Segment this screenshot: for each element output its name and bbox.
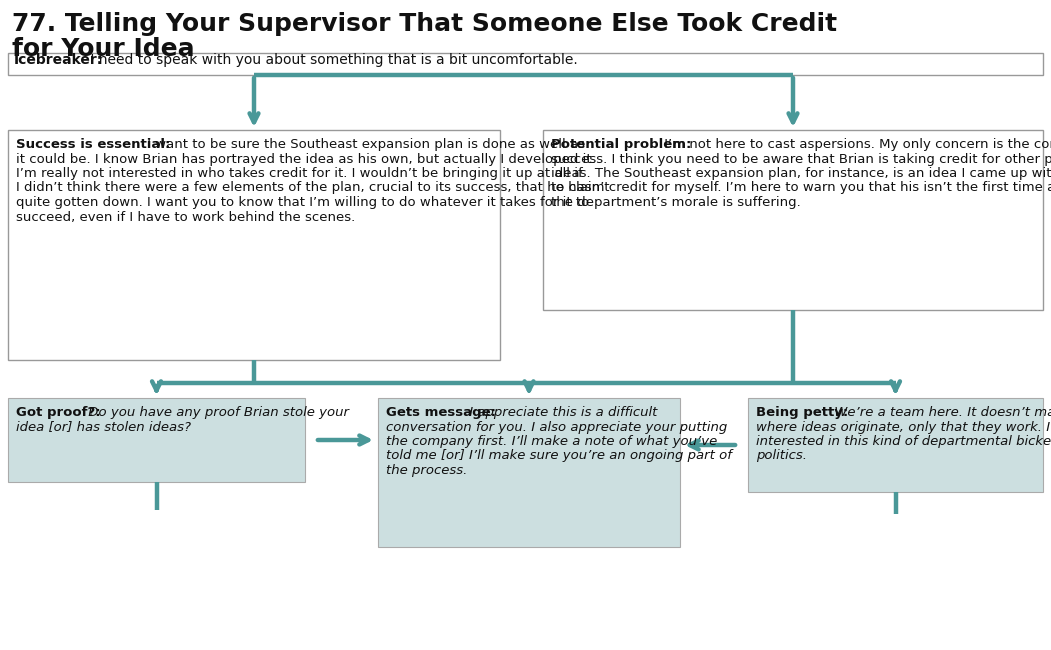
Text: the process.: the process. xyxy=(386,464,468,477)
Text: Gets message:: Gets message: xyxy=(386,406,496,419)
Text: I need to speak with you about something that is a bit uncomfortable.: I need to speak with you about something… xyxy=(86,53,578,67)
Bar xyxy=(378,398,680,547)
Text: the department’s morale is suffering.: the department’s morale is suffering. xyxy=(551,196,801,209)
Text: I appreciate this is a difficult: I appreciate this is a difficult xyxy=(466,406,658,419)
Text: it could be. I know Brian has portrayed the idea as his own, but actually I deve: it could be. I know Brian has portrayed … xyxy=(16,153,596,166)
Text: told me [or] I’ll make sure you’re an ongoing part of: told me [or] I’ll make sure you’re an on… xyxy=(386,450,731,463)
Text: I’m really not interested in who takes credit for it. I wouldn’t be bringing it : I’m really not interested in who takes c… xyxy=(16,167,582,180)
Text: Got proof?:: Got proof?: xyxy=(16,406,101,419)
Text: Success is essential:: Success is essential: xyxy=(16,138,170,151)
Text: conversation for you. I also appreciate your putting: conversation for you. I also appreciate … xyxy=(386,421,727,434)
Text: where ideas originate, only that they work. I’m not: where ideas originate, only that they wo… xyxy=(756,421,1051,434)
Text: succeed, even if I have to work behind the scenes.: succeed, even if I have to work behind t… xyxy=(16,211,355,224)
Text: for Your Idea: for Your Idea xyxy=(12,37,194,61)
Text: Being petty:: Being petty: xyxy=(756,406,848,419)
Bar xyxy=(543,130,1043,310)
Bar xyxy=(8,53,1043,75)
Text: interested in this kind of departmental bickering and: interested in this kind of departmental … xyxy=(756,435,1051,448)
Bar xyxy=(748,398,1043,492)
Text: Potential problem:: Potential problem: xyxy=(551,138,692,151)
Text: success. I think you need to be aware that Brian is taking credit for other peop: success. I think you need to be aware th… xyxy=(551,153,1051,166)
Bar xyxy=(8,130,500,360)
Text: I didn’t think there were a few elements of the plan, crucial to its success, th: I didn’t think there were a few elements… xyxy=(16,181,610,194)
Bar xyxy=(8,398,305,482)
Text: idea [or] has stolen ideas?: idea [or] has stolen ideas? xyxy=(16,421,191,434)
Text: 77. Telling Your Supervisor That Someone Else Took Credit: 77. Telling Your Supervisor That Someone… xyxy=(12,12,838,36)
Text: ideas. The Southeast expansion plan, for instance, is an idea I came up with. I’: ideas. The Southeast expansion plan, for… xyxy=(551,167,1051,180)
Text: Do you have any proof Brian stole your: Do you have any proof Brian stole your xyxy=(84,406,349,419)
Text: I’m not here to cast aspersions. My only concern is the company’s: I’m not here to cast aspersions. My only… xyxy=(660,138,1051,151)
Text: We’re a team here. It doesn’t matter: We’re a team here. It doesn’t matter xyxy=(829,406,1051,419)
Text: politics.: politics. xyxy=(756,450,807,463)
Text: Icebreaker:: Icebreaker: xyxy=(14,53,103,67)
Text: I want to be sure the Southeast expansion plan is done as well as: I want to be sure the Southeast expansio… xyxy=(143,138,584,151)
Text: to claim credit for myself. I’m here to warn you that his isn’t the first time a: to claim credit for myself. I’m here to … xyxy=(551,181,1051,194)
Text: quite gotten down. I want you to know that I’m willing to do whatever it takes f: quite gotten down. I want you to know th… xyxy=(16,196,590,209)
Text: the company first. I’ll make a note of what you’ve: the company first. I’ll make a note of w… xyxy=(386,435,717,448)
